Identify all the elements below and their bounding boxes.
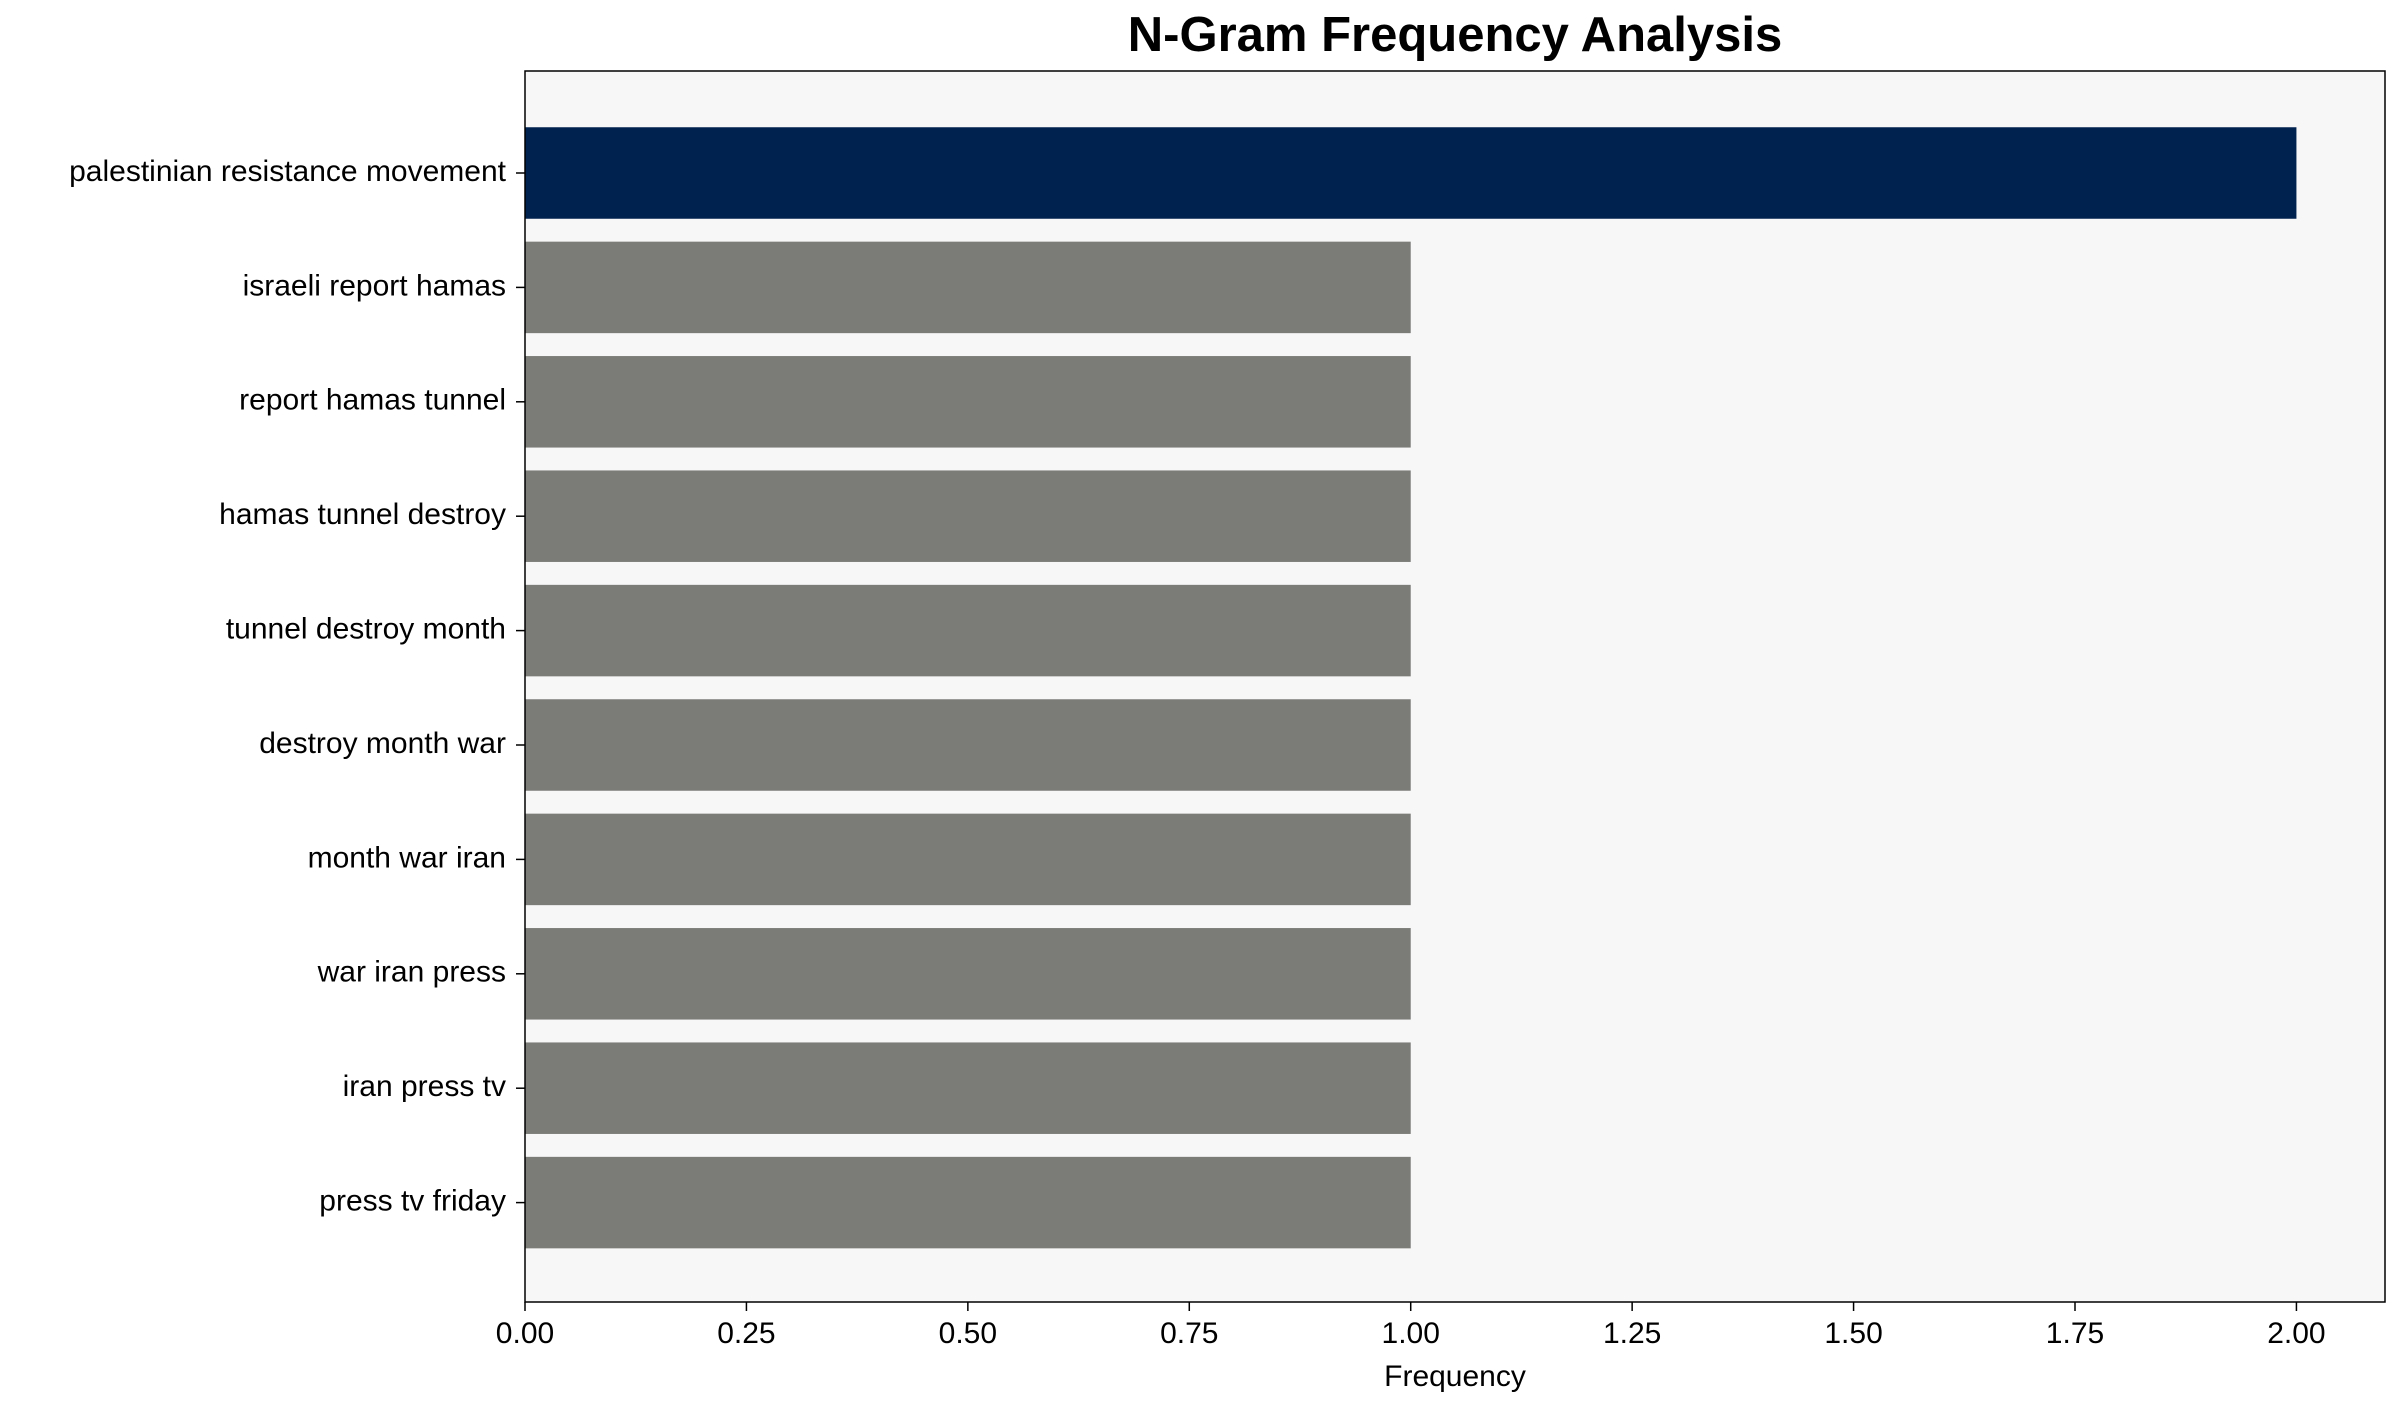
y-tick-label: destroy month war <box>259 727 506 760</box>
y-tick-label: israeli report hamas <box>243 269 506 302</box>
axes-frame <box>524 70 2386 1303</box>
y-tick-label: palestinian resistance movement <box>69 155 507 188</box>
x-tick-label: 1.25 <box>1603 1317 1661 1350</box>
x-axis-label: Frequency <box>1384 1360 1526 1393</box>
x-tick-label: 0.75 <box>1160 1317 1218 1350</box>
bar <box>525 584 1411 677</box>
x-tick-label: 0.00 <box>496 1317 554 1350</box>
x-tick-label: 1.00 <box>1382 1317 1440 1350</box>
bar <box>525 356 1411 448</box>
x-tick-label: 1.75 <box>2046 1317 2104 1350</box>
y-tick-label: report hamas tunnel <box>239 384 506 417</box>
y-tick-label: war iran press <box>317 956 506 989</box>
x-tick-label: 1.50 <box>1824 1317 1882 1350</box>
y-tick-label: tunnel destroy month <box>226 613 506 646</box>
x-tick-label: 0.25 <box>717 1317 775 1350</box>
y-tick-label: month war iran <box>308 841 506 874</box>
bar <box>525 928 1411 1020</box>
bar <box>525 1042 1411 1134</box>
x-tick-label: 2.00 <box>2267 1317 2325 1350</box>
y-tick-label: hamas tunnel destroy <box>219 498 506 531</box>
bar <box>525 241 1411 334</box>
bar <box>525 1156 1411 1249</box>
chart-title: N-Gram Frequency Analysis <box>1128 8 1782 62</box>
y-tick-label: press tv friday <box>319 1185 506 1218</box>
y-tick-label: iran press tv <box>343 1070 506 1103</box>
bar <box>525 813 1411 906</box>
x-tick-label: 0.50 <box>939 1317 997 1350</box>
bar <box>525 127 2297 219</box>
bar <box>525 470 1411 562</box>
bar <box>525 699 1411 791</box>
